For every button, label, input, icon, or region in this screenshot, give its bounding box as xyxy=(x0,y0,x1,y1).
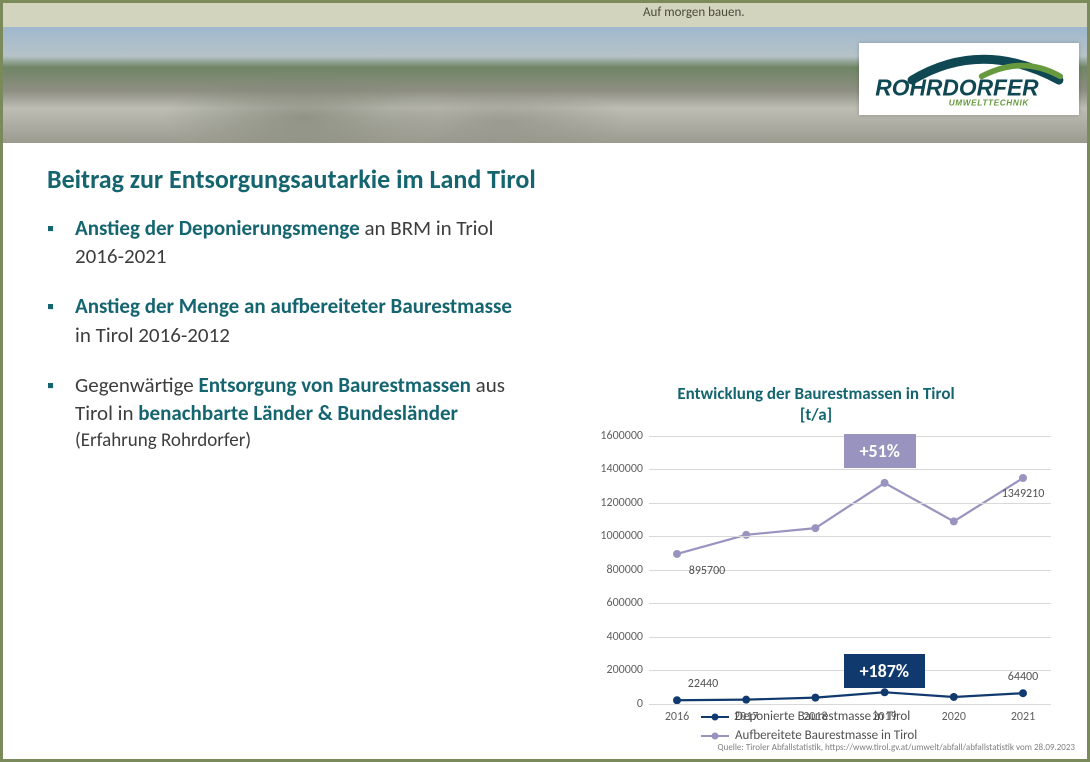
chart-title-line1: Entwicklung der Baurestmassen in Tirol xyxy=(677,383,954,404)
chart-callout: +187% xyxy=(844,654,925,688)
chart-series-line xyxy=(677,478,1023,554)
logo-main-text: ROHRDORFER xyxy=(875,74,1039,100)
chart-y-tick-label: 1200000 xyxy=(600,496,643,510)
chart-series-marker xyxy=(742,530,750,538)
logo-plate: ROHRDORFER UMWELTTECHNIK xyxy=(859,43,1079,115)
chart-legend: Deponierte Baurestmasse in Tirol Aufberei… xyxy=(701,705,917,743)
chart: Entwicklung der Baurestmassen in Tirol [… xyxy=(571,383,1061,743)
bullet-item: Anstieg der Menge an aufbereiteter Baure… xyxy=(47,292,527,349)
chart-series-marker xyxy=(950,517,958,525)
chart-gridline xyxy=(649,603,1051,604)
page-title: Beitrag zur Entsorgungsautarkie im Land … xyxy=(47,163,1057,196)
chart-data-label: 1349210 xyxy=(1002,487,1045,501)
chart-y-tick-label: 400000 xyxy=(607,630,644,644)
bullet-strong: Anstieg der Deponierungsmenge xyxy=(75,215,360,241)
chart-series-marker xyxy=(673,549,681,557)
chart-legend-row: Aufbereitete Baurestmasse in Tirol xyxy=(701,728,917,743)
chart-series-line xyxy=(677,692,1023,700)
chart-y-tick-label: 800000 xyxy=(607,563,644,577)
bullet-list: Anstieg der Deponierungsmenge an BRM in … xyxy=(47,214,527,454)
header-banner: Auf morgen bauen. ROHRDORFER UMWELTTECHN… xyxy=(3,3,1087,143)
rohrdorfer-logo-icon: ROHRDORFER UMWELTTECHNIK xyxy=(874,51,1064,108)
chart-data-label: 895700 xyxy=(689,564,726,578)
chart-legend-row: Deponierte Baurestmasse in Tirol xyxy=(701,709,917,724)
chart-data-label: 64400 xyxy=(1008,670,1038,684)
content-area: Beitrag zur Entsorgungsautarkie im Land … xyxy=(3,153,1087,759)
chart-series-marker xyxy=(881,688,889,696)
chart-x-tick-label: 2021 xyxy=(1011,710,1035,724)
chart-gridline xyxy=(649,536,1051,537)
bullet-pre: Gegenwärtige xyxy=(75,372,199,398)
chart-y-tick-label: 1600000 xyxy=(600,429,643,443)
bullet-sub: (Erfahrung Rohrdorfer) xyxy=(75,428,527,454)
bullet-item: Gegenwärtige Entsorgung von Baurestmasse… xyxy=(47,371,527,453)
chart-series-marker xyxy=(811,524,819,532)
chart-title: Entwicklung der Baurestmassen in Tirol [… xyxy=(571,383,1061,426)
chart-y-tick-label: 600000 xyxy=(607,596,644,610)
header-topstrip xyxy=(3,3,1087,27)
header-slogan: Auf morgen bauen. xyxy=(643,5,745,20)
chart-series-marker xyxy=(1019,689,1027,697)
chart-plot: 0 200000 400000 600000 800000 1000000 1200000 1… xyxy=(571,430,1061,730)
source-citation: Quelle: Tiroler Abfallstatistik, https:/… xyxy=(718,742,1075,753)
chart-x-tick-label: 2020 xyxy=(942,710,966,724)
bullet-strong: Anstieg der Menge an aufbereiteter Baure… xyxy=(75,293,512,319)
chart-x-tick-label: 2016 xyxy=(665,710,689,724)
chart-legend-marker xyxy=(701,730,729,742)
chart-gridline xyxy=(649,637,1051,638)
chart-callout: +51% xyxy=(844,434,916,468)
chart-legend-label: Deponierte Baurestmasse in Tirol xyxy=(735,709,910,724)
chart-series-marker xyxy=(881,478,889,486)
chart-series-marker xyxy=(1019,474,1027,482)
bullet-rest: in Tirol 2016-2012 xyxy=(75,322,230,348)
chart-y-tick-label: 1000000 xyxy=(600,529,643,543)
chart-plot-area: 0200000400000600000800000100000012000001… xyxy=(649,436,1051,704)
logo-sub-text: UMWELTTECHNIK xyxy=(949,98,1030,107)
bullet-strong: benachbarte Länder & Bundesländer xyxy=(138,400,458,426)
chart-series-marker xyxy=(811,693,819,701)
chart-data-label: 22440 xyxy=(688,677,718,691)
chart-legend-marker xyxy=(701,711,729,723)
chart-legend-label: Aufbereitete Baurestmasse in Tirol xyxy=(735,728,917,743)
chart-series-marker xyxy=(742,695,750,703)
chart-series-marker xyxy=(950,692,958,700)
chart-y-tick-label: 1400000 xyxy=(600,462,643,476)
chart-title-line2: [t/a] xyxy=(800,404,832,425)
chart-y-tick-label: 0 xyxy=(637,697,643,711)
bullet-item: Anstieg der Deponierungsmenge an BRM in … xyxy=(47,214,527,271)
chart-gridline xyxy=(649,503,1051,504)
bullet-strong: Entsorgung von Baurestmassen xyxy=(199,372,471,398)
chart-gridline xyxy=(649,469,1051,470)
chart-y-tick-label: 200000 xyxy=(607,663,644,677)
